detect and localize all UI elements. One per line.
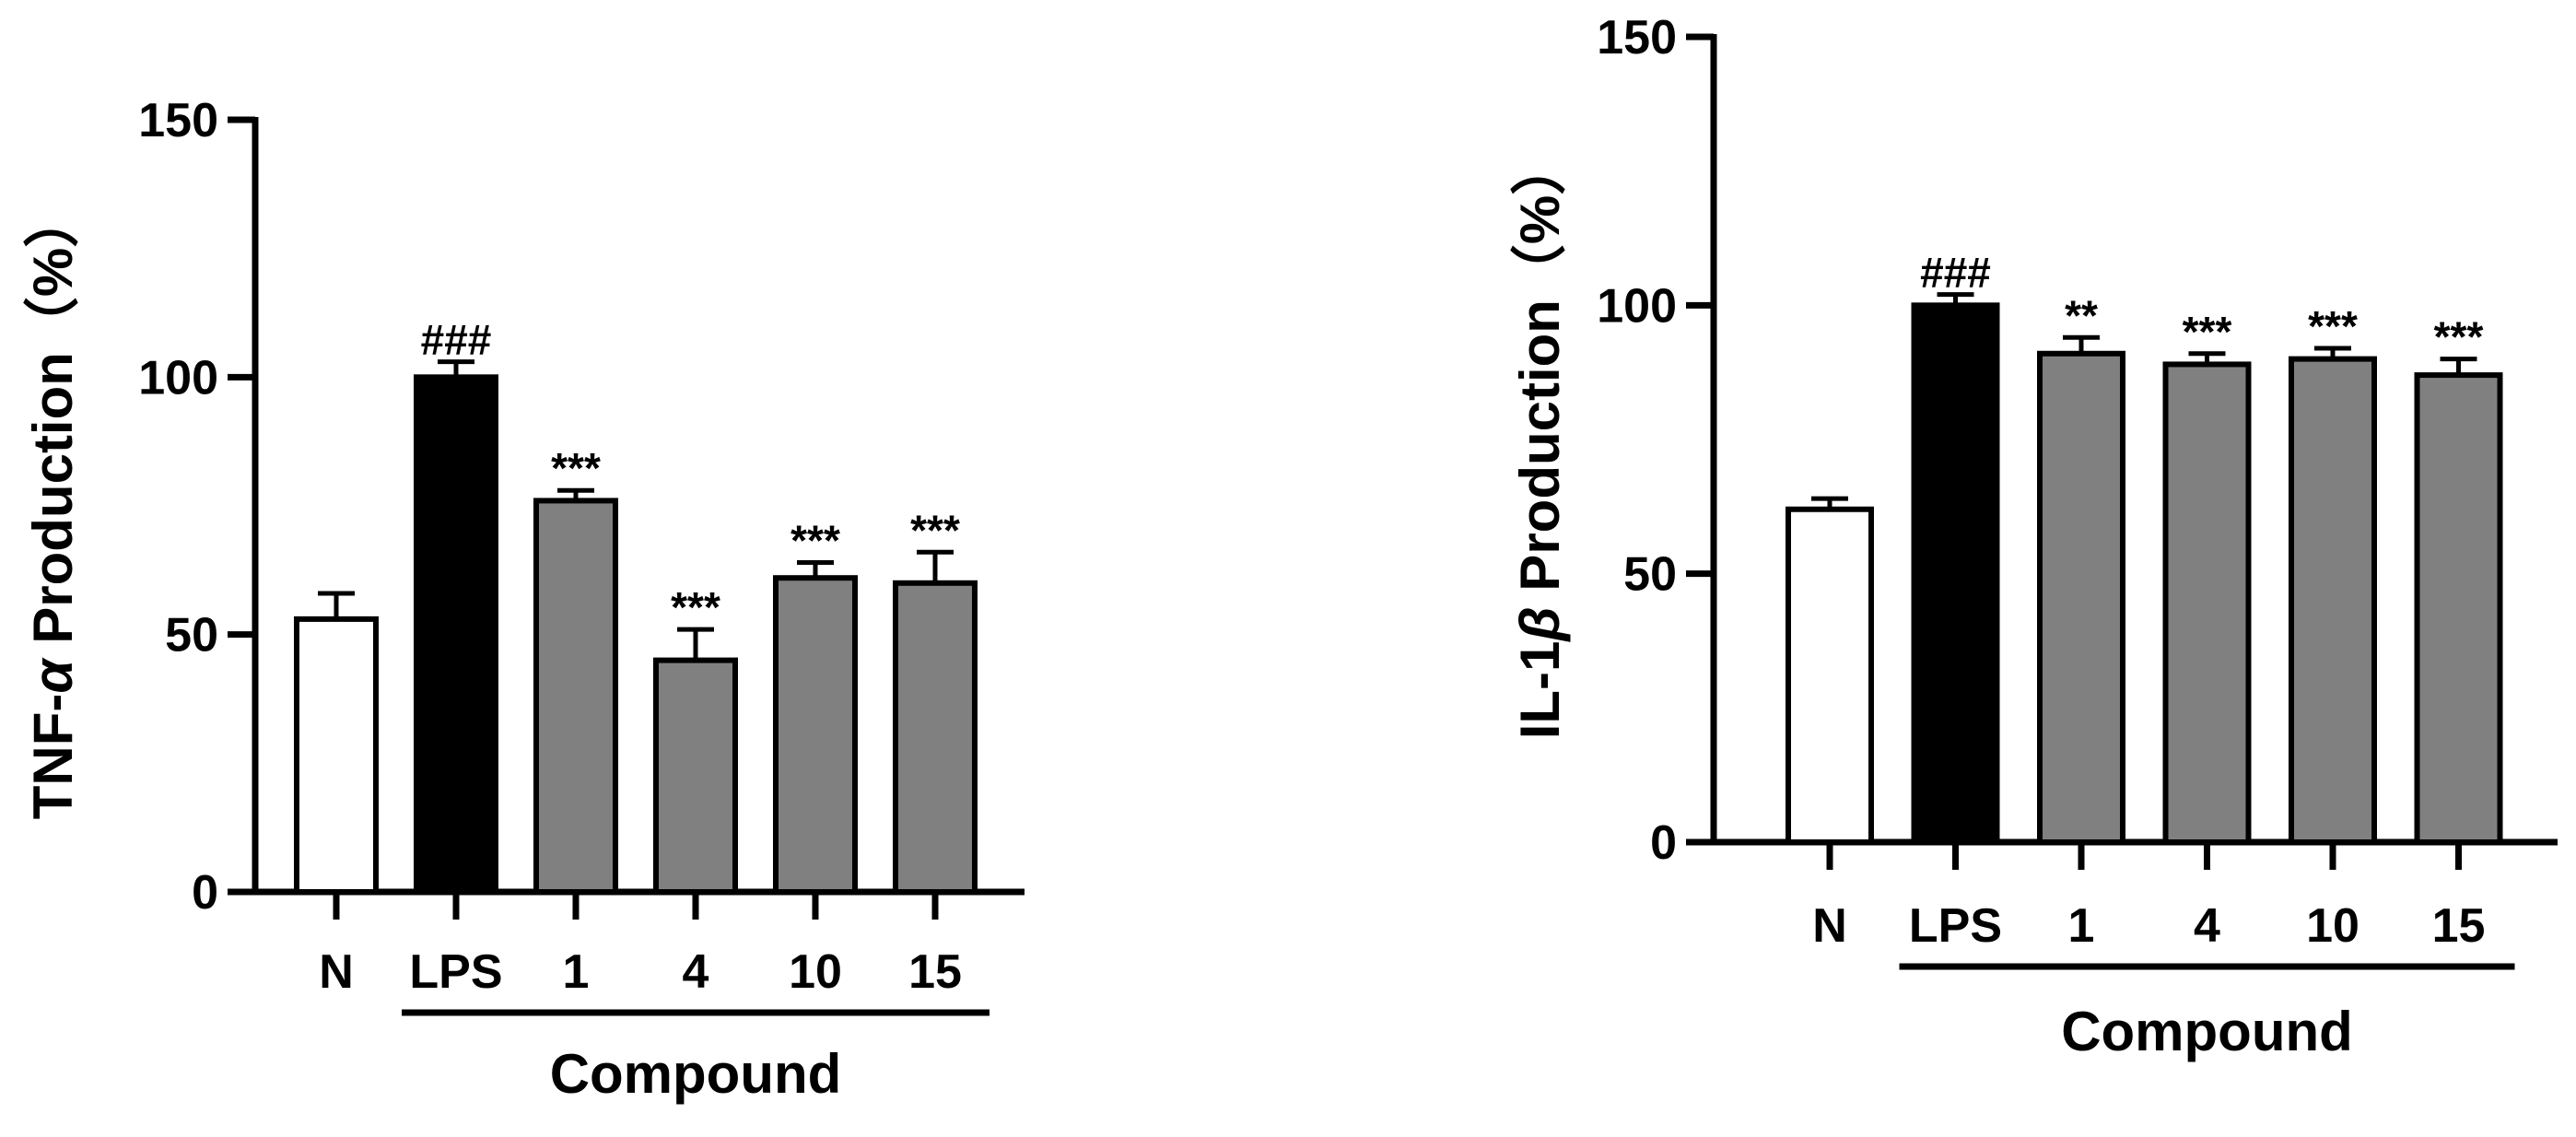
significance-label: *** — [910, 506, 960, 554]
y-tick-label: 0 — [1650, 816, 1677, 870]
bar-4 — [2162, 361, 2252, 845]
significance-label: *** — [790, 516, 840, 564]
y-tick-label: 0 — [192, 866, 218, 920]
significance-label: *** — [2308, 302, 2358, 350]
significance-label: ** — [2065, 291, 2098, 339]
x-tick-label: 1 — [563, 945, 590, 999]
significance-label: ### — [1920, 249, 1991, 297]
y-axis-title-greek: α — [22, 657, 84, 694]
significance-label: *** — [2183, 308, 2232, 356]
x-tick-label: 4 — [2194, 899, 2220, 953]
bar-15 — [893, 580, 978, 895]
significance-label: ### — [421, 316, 492, 364]
y-axis-title: IL-1β Production（%） — [1509, 140, 1571, 740]
y-tick-label: 100 — [138, 351, 218, 404]
x-tick-label: 4 — [683, 945, 709, 999]
bar-15 — [2414, 372, 2503, 845]
bar-n — [294, 615, 379, 895]
bar-lps — [1911, 302, 2000, 846]
tnf-alpha-chart: 0 50 100 150 TNF-α Production（%） N LPS ### 1 *** 4… — [22, 94, 1025, 1105]
y-tick-label: 150 — [138, 94, 218, 147]
x-tick-label: 15 — [2432, 899, 2486, 953]
x-tick-label: 1 — [2068, 899, 2095, 953]
y-axis-title-greek: β — [1509, 606, 1571, 642]
x-tick-label: N — [1812, 899, 1847, 953]
group-label: Compound — [2061, 1001, 2353, 1062]
y-tick-label: 100 — [1597, 279, 1677, 333]
bar-4 — [653, 657, 738, 895]
y-tick-label: 50 — [1623, 548, 1677, 602]
bar-1 — [2037, 350, 2125, 846]
bar-10 — [2289, 356, 2377, 846]
bar-1 — [533, 498, 618, 895]
group-label: Compound — [550, 1043, 842, 1105]
bar-10 — [773, 575, 858, 895]
x-tick-label: 10 — [2306, 899, 2359, 953]
y-axis-title-prefix: IL-1 — [1509, 641, 1571, 740]
bar-lps — [414, 374, 498, 896]
significance-label: *** — [2434, 313, 2484, 361]
y-axis-title-prefix: TNF- — [22, 694, 84, 820]
significance-label: *** — [671, 583, 720, 631]
bar-n — [1786, 506, 1874, 845]
y-axis-title-suffix: Production（%） — [1509, 140, 1571, 607]
il-1beta-chart: 0 50 100 150 IL-1β Production（%） N LPS ### 1 ** 4 *… — [1509, 11, 2558, 1062]
x-tick-label: LPS — [409, 945, 502, 999]
y-tick-label: 50 — [165, 609, 218, 662]
significance-label: *** — [551, 444, 601, 492]
x-tick-label: 15 — [908, 945, 962, 999]
x-tick-label: 10 — [789, 945, 842, 999]
y-tick-label: 150 — [1597, 11, 1677, 64]
x-tick-label: LPS — [1909, 899, 2002, 953]
y-axis-title: TNF-α Production（%） — [22, 193, 84, 820]
y-axis-title-suffix: Production（%） — [22, 193, 84, 660]
x-tick-label: N — [319, 945, 354, 999]
